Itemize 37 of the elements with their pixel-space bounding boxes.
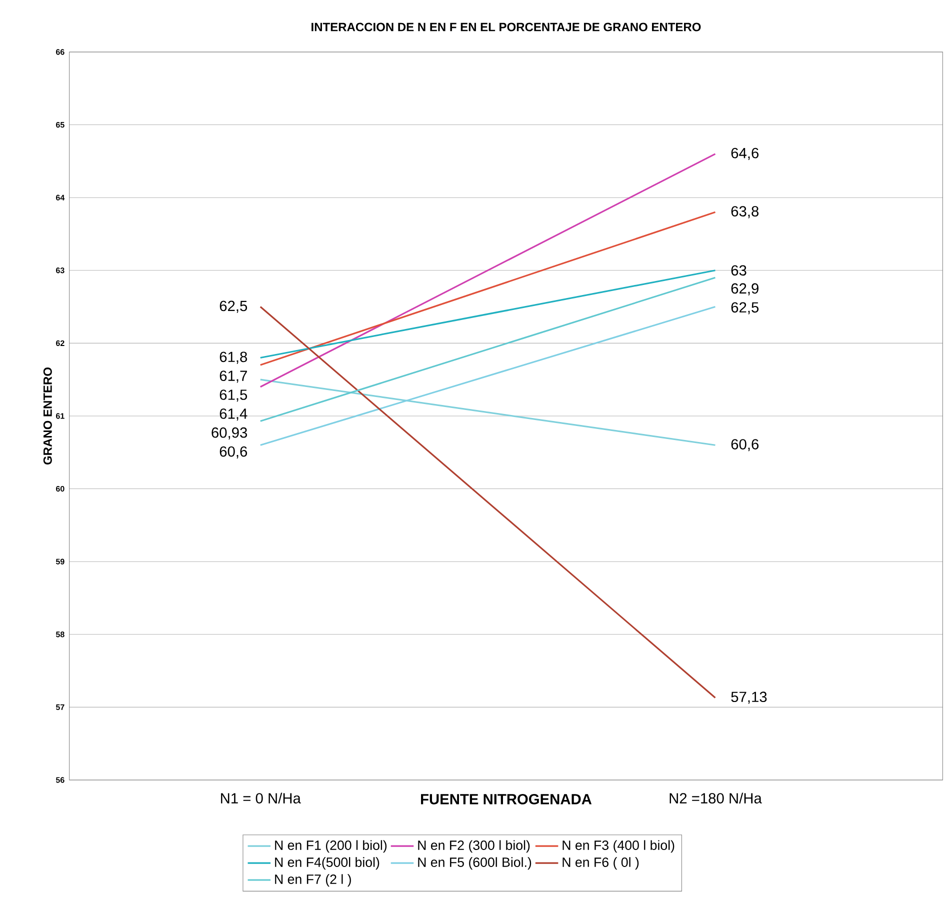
y-tick-label: 60	[56, 486, 64, 492]
data-label: 61,4	[220, 408, 248, 421]
y-tick-label: 56	[56, 777, 64, 783]
data-label: 62,5	[220, 300, 248, 314]
legend-label: N en F7 (2 l )	[275, 874, 351, 887]
y-tick-label: 63	[56, 268, 64, 274]
y-tick-label: 64	[56, 194, 65, 201]
y-tick-label: 58	[56, 632, 64, 638]
y-tick-label: 62	[56, 340, 64, 346]
y-tick-label: 57	[56, 704, 64, 710]
legend-label: N en F4(500l biol)	[275, 857, 380, 870]
data-label: 64,6	[731, 148, 759, 160]
x-axis-title: FUENTE NITROGENADA	[421, 794, 592, 805]
legend-label: N en F6 ( 0l )	[562, 857, 639, 870]
y-axis-title: GRANO ENTERO	[43, 368, 52, 465]
y-tick-label: 65	[56, 122, 64, 128]
legend-label: N en F5 (600l Biol.)	[418, 857, 532, 870]
chart-title: INTERACCION DE N EN F EN EL PORCENTAJE DE GRANO ENTERO	[312, 22, 701, 32]
legend-label: N en F1 (200 l biol)	[275, 840, 387, 853]
data-label: 62,9	[731, 283, 758, 296]
y-tick-label: 61	[56, 413, 64, 419]
data-label: 60,93	[212, 428, 248, 440]
data-label: 61,5	[220, 390, 248, 402]
y-tick-label: 66	[56, 49, 64, 55]
legend-label: N en F3 (400 l biol)	[562, 840, 674, 853]
data-label: 63,8	[731, 206, 759, 218]
data-label: 60,6	[220, 446, 248, 459]
data-label: 57,13	[731, 692, 767, 704]
x-tick-label: N1 = 0 N/Ha	[221, 792, 301, 804]
data-label: 61,7	[220, 370, 247, 383]
data-label: 62,5	[731, 302, 759, 314]
data-label: 61,8	[220, 352, 248, 364]
data-label: 60,6	[731, 439, 759, 452]
y-tick-label: 59	[56, 558, 64, 565]
legend-label: N en F2 (300 l biol)	[418, 840, 530, 853]
x-tick-label: N2 =180 N/Ha	[670, 792, 762, 804]
data-label: 63	[731, 265, 746, 276]
